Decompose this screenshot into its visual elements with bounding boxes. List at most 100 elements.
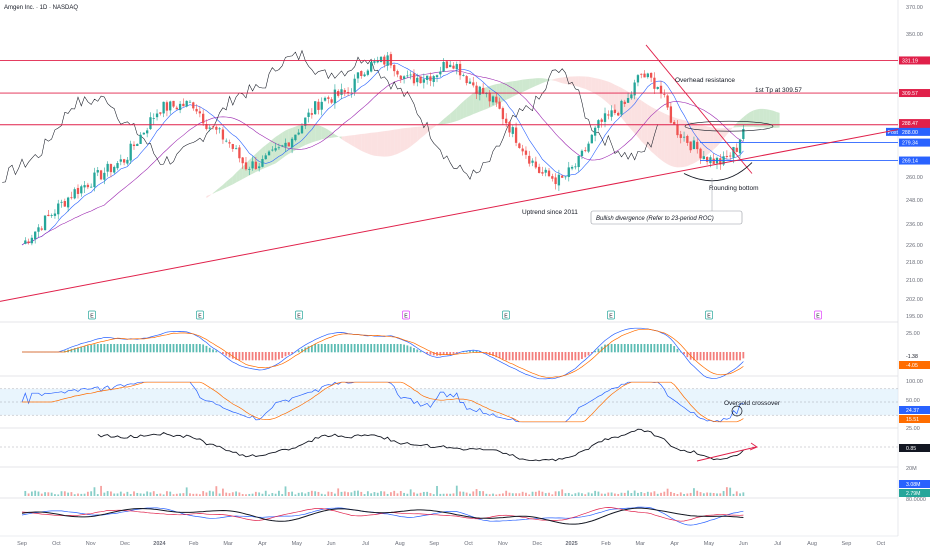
candle-body [294, 134, 297, 141]
candle-body [551, 176, 554, 179]
ichimoku-cloud-segment [493, 84, 497, 107]
volume-bar [396, 493, 399, 496]
ichimoku-cloud-segment [707, 126, 711, 155]
candle-body [271, 149, 274, 151]
x-tick-label: Apr [670, 541, 679, 547]
candle-body [630, 94, 633, 99]
candle-body [83, 185, 86, 188]
ichimoku-cloud-segment [338, 136, 342, 139]
ichimoku-cloud-segment [539, 78, 543, 85]
volume-bar [366, 491, 369, 496]
candle-body [686, 135, 689, 143]
candle-body [472, 82, 475, 86]
volume-bar [446, 493, 448, 496]
candle-body [178, 103, 182, 111]
volume-bar [561, 489, 564, 496]
x-tick-label: Oct [464, 541, 473, 547]
candle-body [57, 203, 60, 215]
ichimoku-cloud-segment [440, 119, 444, 125]
volume-bar [185, 487, 188, 496]
candle-body [152, 118, 155, 119]
volume-bar [541, 491, 544, 496]
ichimoku-cloud-segment [525, 78, 530, 91]
stochastic-tick: 100.00 [906, 379, 923, 385]
ichimoku-cloud-segment [703, 125, 708, 158]
candle-body [666, 95, 669, 108]
macd-histogram-bar [627, 344, 629, 353]
volume-bar [462, 491, 465, 496]
ichimoku-cloud-segment [219, 184, 223, 191]
candle-body [554, 177, 557, 185]
volume-bar [274, 493, 277, 496]
volume-bar [673, 493, 676, 496]
candle-body [307, 112, 310, 117]
volume-bar [86, 491, 89, 496]
candle-body [593, 127, 597, 136]
volume-bar [40, 493, 43, 496]
ichimoku-cloud-segment [588, 76, 592, 92]
volume-bar [80, 493, 83, 496]
ichimoku-cloud-segment [667, 114, 671, 166]
macd-histogram-bar [320, 344, 323, 353]
macd-histogram-bar [324, 344, 326, 353]
macd-histogram-bar [390, 344, 392, 353]
candle-body [732, 147, 735, 158]
x-tick-label: Sep [17, 541, 27, 547]
ichimoku-cloud-segment [466, 95, 470, 117]
price-badge-text: 288.00 [902, 130, 918, 136]
ichimoku-cloud-segment [766, 109, 770, 128]
candle-body [646, 73, 649, 78]
macd-histogram-bar [620, 344, 623, 353]
candle-body [603, 113, 607, 122]
volume-bar [162, 494, 165, 496]
volume-bar [518, 493, 521, 496]
candle-body [393, 65, 396, 72]
y-tick-label: 370.00 [906, 5, 923, 11]
candle-body [73, 189, 76, 199]
macd-histogram-bar [666, 344, 669, 353]
volume-badge-a [899, 480, 930, 488]
ichimoku-cloud-segment [565, 76, 569, 85]
volume-bar [525, 492, 527, 496]
macd-histogram-bar [149, 344, 152, 353]
volume-bar [202, 491, 205, 496]
roc-arrow-head [749, 442, 758, 451]
candle-body [498, 101, 501, 109]
candle-body [297, 132, 300, 135]
candle-body [659, 85, 663, 94]
candle-body [481, 87, 485, 94]
ichimoku-cloud-segment [572, 76, 576, 87]
volume-bar [399, 491, 402, 496]
roc-badge [899, 444, 930, 452]
volume-bar [538, 490, 541, 496]
macd-histogram-bar [386, 344, 389, 353]
candle-body [218, 128, 221, 130]
macd-histogram-bar [393, 344, 396, 353]
volume-bar [307, 491, 310, 496]
ichimoku-cloud-segment [529, 78, 533, 89]
volume-bar [544, 493, 547, 496]
ichimoku-cloud-segment [473, 91, 477, 115]
macd-histogram-bar [212, 349, 214, 353]
candle-body [169, 101, 172, 111]
ichimoku-cloud-segment [413, 126, 418, 144]
volume-bar [133, 491, 135, 496]
macd-histogram-bar [301, 348, 303, 353]
macd-histogram-bar [403, 344, 405, 353]
macd-histogram-bar [409, 346, 412, 353]
ichimoku-cloud-segment [657, 110, 662, 160]
volume-bar [600, 493, 603, 496]
candle-body [729, 155, 732, 157]
candle-body [673, 122, 676, 125]
ichimoku-cloud-segment [651, 106, 655, 155]
macd-histogram-bar [515, 352, 517, 361]
x-tick-label: Aug [807, 541, 817, 547]
macd-histogram-bar [281, 352, 284, 359]
candle-body [333, 89, 337, 104]
macd-histogram-bar [646, 344, 649, 353]
macd-histogram-bar [469, 351, 471, 353]
volume-bar [472, 491, 475, 496]
ichimoku-cloud-segment [693, 122, 698, 164]
